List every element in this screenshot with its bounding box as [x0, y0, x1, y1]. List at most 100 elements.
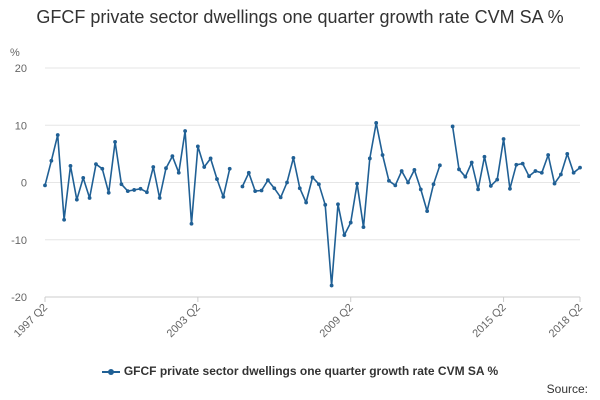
- data-point: [457, 167, 461, 172]
- data-point: [329, 283, 334, 288]
- data-point: [406, 180, 410, 185]
- data-point: [195, 144, 200, 149]
- data-point: [215, 177, 219, 181]
- data-point: [164, 166, 168, 171]
- x-tick-label: 1997 Q2: [12, 302, 50, 340]
- data-point: [221, 194, 226, 199]
- y-tick-label: -10: [11, 235, 27, 247]
- data-point: [310, 175, 315, 180]
- y-axis-unit-label: %: [10, 47, 20, 59]
- data-point: [227, 166, 232, 171]
- data-point: [62, 217, 67, 222]
- data-point: [266, 178, 270, 183]
- legend: GFCF private sector dwellings one quarte…: [0, 364, 600, 378]
- data-point: [68, 163, 73, 168]
- series-group: [43, 121, 582, 288]
- data-point: [208, 156, 213, 161]
- data-point: [533, 169, 538, 173]
- data-point: [374, 121, 379, 125]
- data-point: [367, 156, 372, 161]
- data-point: [323, 202, 328, 207]
- data-point: [100, 166, 105, 171]
- data-point: [495, 177, 500, 182]
- data-point: [552, 181, 557, 186]
- data-point: [342, 233, 347, 238]
- data-point: [106, 190, 111, 195]
- y-tick-label: 20: [15, 63, 27, 75]
- legend-label: GFCF private sector dwellings one quarte…: [123, 364, 499, 378]
- legend-swatch: [101, 367, 120, 377]
- data-point: [278, 195, 283, 200]
- data-point: [272, 186, 277, 191]
- data-point: [285, 180, 289, 185]
- data-point: [571, 170, 576, 175]
- data-point: [145, 190, 149, 195]
- data-point: [119, 182, 124, 187]
- data-point: [488, 184, 493, 188]
- data-point: [387, 178, 391, 183]
- data-point: [157, 196, 162, 200]
- data-point: [565, 151, 570, 156]
- data-point: [425, 209, 430, 214]
- data-point: [412, 168, 417, 172]
- data-point: [508, 186, 512, 191]
- series-line: [44, 130, 231, 225]
- y-axis-ticks: 20 10 0 -10 -20: [11, 63, 27, 304]
- x-axis-ticks: 1997 Q2 2003 Q2 2009 Q2 2015 Q2 2018 Q2: [12, 297, 585, 340]
- data-point: [81, 176, 86, 180]
- data-point: [240, 184, 245, 189]
- data-point: [482, 154, 487, 159]
- data-point: [355, 181, 359, 186]
- data-point: [380, 153, 385, 157]
- data-point: [348, 220, 353, 225]
- data-point: [183, 129, 188, 133]
- data-point: [578, 165, 582, 170]
- data-point: [94, 162, 98, 167]
- data-point: [418, 187, 423, 192]
- x-tick-label: 2003 Q2: [165, 302, 203, 340]
- data-point: [431, 182, 436, 187]
- y-tick-label: 0: [21, 178, 27, 190]
- data-point: [501, 137, 506, 141]
- y-tick-label: 10: [15, 120, 27, 132]
- data-point: [170, 154, 175, 159]
- data-point: [253, 189, 258, 193]
- data-point: [297, 186, 302, 191]
- x-tick-label: 2018 Q2: [547, 302, 585, 340]
- data-point: [189, 221, 194, 226]
- y-tick-label: -20: [11, 292, 27, 304]
- data-point: [125, 189, 130, 193]
- data-point: [49, 158, 54, 163]
- series-line: [241, 122, 441, 287]
- data-point: [469, 160, 474, 165]
- data-point: [450, 124, 455, 129]
- data-point: [43, 183, 47, 188]
- series-line: [451, 126, 581, 191]
- data-point: [55, 133, 60, 137]
- data-point: [113, 139, 117, 144]
- x-tick-label: 2015 Q2: [470, 302, 508, 340]
- data-point: [202, 165, 207, 169]
- data-point: [316, 182, 321, 187]
- data-point: [361, 225, 366, 230]
- data-point: [520, 161, 525, 166]
- data-point: [476, 187, 480, 192]
- data-point: [463, 174, 468, 179]
- source-label: Source:: [546, 382, 588, 396]
- data-point: [74, 197, 79, 202]
- data-point: [87, 196, 92, 200]
- data-point: [138, 186, 143, 191]
- data-point: [336, 202, 340, 207]
- data-point: [558, 172, 563, 177]
- chart-title: GFCF private sector dwellings one quarte…: [36, 7, 564, 27]
- gridlines: [45, 67, 580, 298]
- data-point: [176, 170, 181, 175]
- data-point: [546, 153, 551, 157]
- x-tick-label: 2009 Q2: [318, 302, 356, 340]
- data-point: [437, 163, 442, 168]
- data-point: [393, 183, 398, 188]
- data-point: [291, 155, 296, 160]
- data-point: [246, 170, 251, 175]
- data-point: [514, 162, 519, 167]
